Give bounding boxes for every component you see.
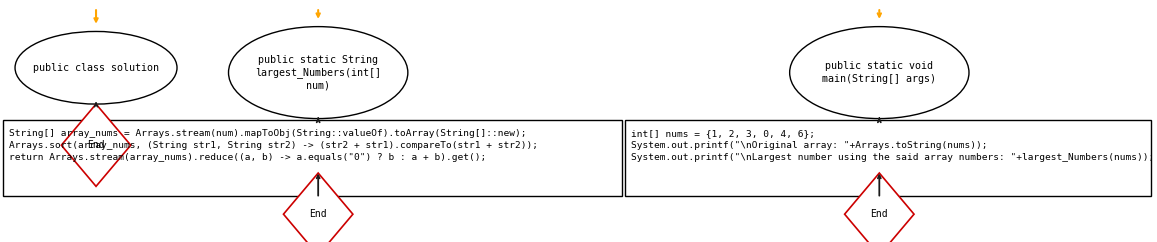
Ellipse shape — [15, 31, 177, 104]
Ellipse shape — [229, 27, 408, 119]
Bar — [625, 120, 1151, 196]
Text: public static void
main(String[] args): public static void main(String[] args) — [823, 61, 936, 84]
Polygon shape — [283, 173, 353, 242]
Text: public class solution: public class solution — [34, 63, 159, 73]
Text: End: End — [309, 209, 327, 219]
Text: String[] array_nums = Arrays.stream(num).mapToObj(String::valueOf).toArray(Strin: String[] array_nums = Arrays.stream(num)… — [9, 129, 538, 162]
Text: End: End — [870, 209, 889, 219]
Bar — [3, 120, 622, 196]
Text: public static String
largest_Numbers(int[]
num): public static String largest_Numbers(int… — [256, 55, 381, 91]
Polygon shape — [61, 104, 131, 186]
Ellipse shape — [789, 27, 970, 119]
Text: End: End — [87, 140, 105, 150]
Polygon shape — [845, 173, 914, 242]
Text: int[] nums = {1, 2, 3, 0, 4, 6};
System.out.printf("\nOriginal array: "+Arrays.t: int[] nums = {1, 2, 3, 0, 4, 6}; System.… — [631, 129, 1154, 162]
